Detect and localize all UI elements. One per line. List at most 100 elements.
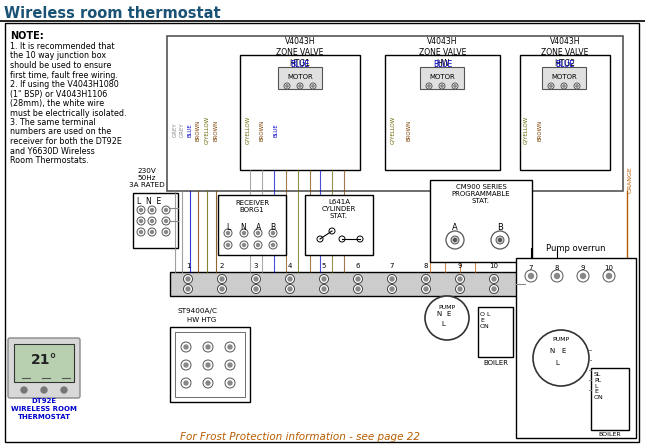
Text: SL
PL
L
E
ON: SL PL L E ON: [594, 372, 604, 400]
Bar: [278, 67, 322, 89]
Circle shape: [299, 85, 301, 87]
Circle shape: [441, 85, 443, 87]
Circle shape: [225, 342, 235, 352]
Circle shape: [490, 274, 499, 283]
Circle shape: [388, 284, 397, 294]
Circle shape: [162, 206, 170, 214]
Circle shape: [226, 232, 230, 235]
Circle shape: [580, 274, 586, 278]
Circle shape: [203, 360, 213, 370]
Circle shape: [388, 274, 397, 283]
Text: ST9400A/C: ST9400A/C: [178, 308, 218, 314]
Text: Room Thermostats.: Room Thermostats.: [10, 156, 88, 165]
Circle shape: [257, 232, 259, 235]
Text: GREY: GREY: [172, 122, 177, 137]
Text: 8: 8: [555, 265, 559, 271]
Text: N: N: [437, 311, 442, 317]
Text: G/YELLOW: G/YELLOW: [246, 116, 250, 144]
Circle shape: [181, 360, 191, 370]
Circle shape: [228, 345, 232, 349]
Text: O L
E
ON: O L E ON: [480, 312, 490, 329]
Circle shape: [439, 83, 445, 89]
FancyBboxPatch shape: [8, 338, 80, 398]
Text: 7: 7: [390, 263, 394, 269]
Text: Pump overrun: Pump overrun: [546, 244, 606, 253]
Text: 5: 5: [322, 263, 326, 269]
Circle shape: [454, 85, 456, 87]
Text: BLUE: BLUE: [188, 123, 192, 137]
Text: BOILER: BOILER: [599, 432, 621, 437]
Circle shape: [563, 85, 565, 87]
Circle shape: [286, 284, 295, 294]
Circle shape: [491, 231, 509, 249]
Text: BROWN: BROWN: [537, 119, 542, 141]
Circle shape: [317, 236, 323, 242]
Circle shape: [148, 206, 156, 214]
Text: PUMP: PUMP: [552, 337, 570, 342]
Circle shape: [150, 231, 154, 233]
Text: G/YELLOW: G/YELLOW: [390, 116, 395, 144]
Text: V4043H
ZONE VALVE
HW: V4043H ZONE VALVE HW: [419, 37, 466, 68]
Bar: [542, 67, 586, 89]
Text: E: E: [447, 311, 451, 317]
Bar: [175, 332, 245, 397]
Circle shape: [322, 277, 326, 281]
Circle shape: [164, 231, 168, 233]
Circle shape: [528, 274, 533, 278]
Circle shape: [297, 83, 303, 89]
Text: E: E: [562, 348, 566, 354]
Text: 7: 7: [529, 265, 533, 271]
Text: (1" BSP) or V4043H1106: (1" BSP) or V4043H1106: [10, 89, 107, 98]
Circle shape: [139, 219, 143, 223]
Text: DT92E
WIRELESS ROOM
THERMOSTAT: DT92E WIRELESS ROOM THERMOSTAT: [11, 398, 77, 420]
Text: N: N: [240, 223, 246, 232]
Circle shape: [451, 236, 459, 244]
Text: BROWN: BROWN: [259, 119, 264, 141]
Circle shape: [272, 244, 275, 246]
Text: L641A
CYLINDER
STAT.: L641A CYLINDER STAT.: [322, 199, 356, 219]
Text: 3. The same terminal: 3. The same terminal: [10, 118, 95, 127]
Text: V4043H
ZONE VALVE
HTG1: V4043H ZONE VALVE HTG1: [276, 37, 324, 68]
Circle shape: [312, 85, 314, 87]
Circle shape: [577, 270, 589, 282]
Bar: [170, 327, 250, 402]
Bar: [218, 195, 286, 255]
Circle shape: [257, 244, 259, 246]
Bar: [170, 272, 525, 296]
Circle shape: [353, 274, 362, 283]
Text: 10: 10: [490, 263, 499, 269]
Text: BROWN: BROWN: [406, 119, 412, 141]
Circle shape: [217, 274, 226, 283]
Text: (28mm), the white wire: (28mm), the white wire: [10, 99, 104, 108]
Circle shape: [217, 284, 226, 294]
Circle shape: [357, 236, 363, 242]
Text: BLUE: BLUE: [433, 60, 452, 69]
Bar: [420, 67, 464, 89]
Text: 21°: 21°: [31, 353, 57, 367]
Circle shape: [428, 85, 430, 87]
Circle shape: [284, 83, 290, 89]
Circle shape: [162, 228, 170, 236]
Text: should be used to ensure: should be used to ensure: [10, 61, 112, 70]
Circle shape: [240, 229, 248, 237]
Circle shape: [183, 284, 192, 294]
Circle shape: [181, 378, 191, 388]
Text: 4: 4: [288, 263, 292, 269]
Circle shape: [288, 277, 292, 281]
Circle shape: [453, 239, 457, 241]
Text: GREY: GREY: [179, 122, 184, 137]
Circle shape: [492, 287, 496, 291]
Text: V4043H
ZONE VALVE
HTG2: V4043H ZONE VALVE HTG2: [541, 37, 589, 68]
Text: RECEIVER
BORG1: RECEIVER BORG1: [235, 200, 269, 213]
Text: BLUE: BLUE: [290, 60, 310, 69]
Text: BLUE: BLUE: [555, 60, 575, 69]
Text: For Frost Protection information - see page 22: For Frost Protection information - see p…: [180, 432, 420, 442]
Text: G/YELLOW: G/YELLOW: [524, 116, 528, 144]
Circle shape: [424, 287, 428, 291]
Text: CM900 SERIES
PROGRAMMABLE
STAT.: CM900 SERIES PROGRAMMABLE STAT.: [451, 184, 510, 204]
Circle shape: [353, 284, 362, 294]
Circle shape: [310, 83, 316, 89]
Circle shape: [184, 363, 188, 367]
Circle shape: [555, 274, 559, 278]
Circle shape: [203, 342, 213, 352]
